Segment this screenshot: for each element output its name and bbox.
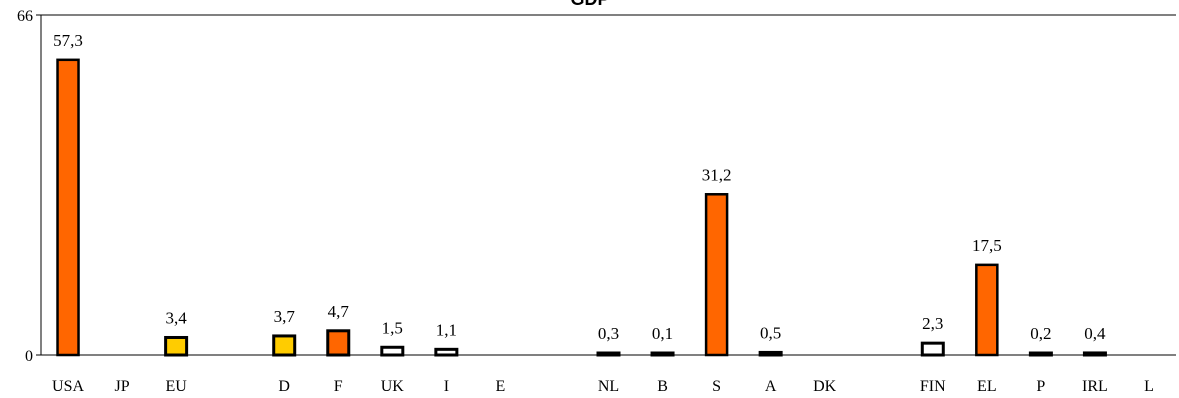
- x-tick-label: UK: [381, 378, 405, 395]
- bar: [920, 341, 945, 357]
- data-label: 1,1: [436, 320, 457, 339]
- x-tick-label: A: [765, 378, 777, 395]
- bar: [650, 351, 675, 357]
- bar: [326, 329, 351, 357]
- bar: [704, 193, 729, 357]
- bar: [758, 350, 783, 357]
- x-tick-label: USA: [52, 378, 84, 395]
- bar-marks: USA 57,3 JP EU 3,4 D 3,7 F 4,7 UK 1,5 I 1,1 E NL 0,3 B 0,…: [52, 31, 1154, 395]
- x-tick-label: IRL: [1082, 378, 1108, 395]
- bar: [1028, 351, 1053, 357]
- data-label: 0,4: [1084, 324, 1106, 343]
- data-label: 0,1: [652, 324, 673, 343]
- bar: [1082, 351, 1107, 357]
- x-tick-label: E: [496, 378, 506, 395]
- x-tick-label: DK: [813, 378, 837, 395]
- data-label: 3,4: [165, 308, 187, 327]
- x-tick-label: FIN: [920, 378, 946, 395]
- bar: [434, 347, 459, 357]
- data-label: 1,5: [382, 318, 403, 337]
- x-tick-label: NL: [598, 378, 619, 395]
- y-tick-label-min: 0: [25, 348, 33, 365]
- x-tick-label: B: [657, 378, 668, 395]
- data-label: 0,2: [1030, 324, 1051, 343]
- y-tick-label-max: 66: [17, 8, 33, 25]
- x-tick-label: EL: [977, 378, 997, 395]
- data-label: 31,2: [702, 165, 732, 184]
- data-label: 17,5: [972, 236, 1002, 255]
- data-label: 57,3: [53, 31, 83, 50]
- chart-title: GDP: [570, 0, 609, 9]
- x-tick-label: P: [1036, 378, 1045, 395]
- bar: [596, 351, 621, 357]
- x-tick-label: S: [712, 378, 721, 395]
- data-label: 0,5: [760, 323, 781, 342]
- x-tick-label: L: [1144, 378, 1154, 395]
- data-label: 3,7: [274, 307, 296, 326]
- bar: [380, 345, 405, 357]
- x-tick-label: I: [444, 378, 449, 395]
- data-label: 4,7: [328, 302, 350, 321]
- data-label: 2,3: [922, 314, 943, 333]
- bar: [56, 58, 80, 357]
- x-tick-label: JP: [115, 378, 130, 395]
- x-tick-label: D: [278, 378, 290, 395]
- data-label: 0,3: [598, 324, 619, 343]
- bar: [164, 335, 189, 357]
- bar: [272, 334, 297, 357]
- bar: [975, 263, 999, 357]
- x-tick-label: EU: [165, 378, 187, 395]
- x-tick-label: F: [334, 378, 343, 395]
